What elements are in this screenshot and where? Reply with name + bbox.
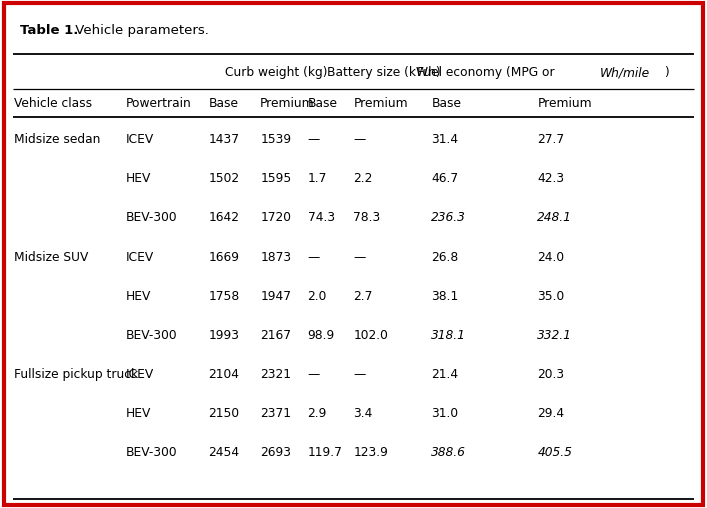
Text: 102.0: 102.0 <box>354 329 388 342</box>
Text: Base: Base <box>308 97 337 110</box>
Text: 29.4: 29.4 <box>537 407 564 420</box>
Text: ICEV: ICEV <box>126 368 154 381</box>
Text: 2.7: 2.7 <box>354 290 373 303</box>
Text: 27.7: 27.7 <box>537 133 564 146</box>
Text: 2.0: 2.0 <box>308 290 327 303</box>
Text: 2104: 2104 <box>209 368 240 381</box>
Text: Premium: Premium <box>537 97 592 110</box>
Text: Fullsize pickup truck: Fullsize pickup truck <box>14 368 139 381</box>
Text: Midsize sedan: Midsize sedan <box>14 133 100 146</box>
Text: 42.3: 42.3 <box>537 172 564 185</box>
Text: 1720: 1720 <box>260 211 291 225</box>
Text: ICEV: ICEV <box>126 250 154 264</box>
Text: BEV-300: BEV-300 <box>126 329 177 342</box>
Text: 1669: 1669 <box>209 250 240 264</box>
Text: HEV: HEV <box>126 407 151 420</box>
Text: 405.5: 405.5 <box>537 446 572 459</box>
Text: Premium: Premium <box>354 97 408 110</box>
Text: —: — <box>308 250 320 264</box>
Text: 1758: 1758 <box>209 290 240 303</box>
Text: Table 1.: Table 1. <box>20 24 78 38</box>
Text: Vehicle parameters.: Vehicle parameters. <box>71 24 209 38</box>
Text: 248.1: 248.1 <box>537 211 572 225</box>
Text: 2.2: 2.2 <box>354 172 373 185</box>
Text: HEV: HEV <box>126 290 151 303</box>
Text: 1595: 1595 <box>260 172 291 185</box>
Text: ICEV: ICEV <box>126 133 154 146</box>
Text: ): ) <box>665 66 669 79</box>
Text: 31.4: 31.4 <box>431 133 458 146</box>
Text: 236.3: 236.3 <box>431 211 466 225</box>
Text: 38.1: 38.1 <box>431 290 459 303</box>
Text: 1502: 1502 <box>209 172 240 185</box>
Text: 46.7: 46.7 <box>431 172 458 185</box>
Text: Base: Base <box>431 97 461 110</box>
Text: HEV: HEV <box>126 172 151 185</box>
Text: 1873: 1873 <box>260 250 291 264</box>
Text: —: — <box>354 368 366 381</box>
Text: 1.7: 1.7 <box>308 172 327 185</box>
Text: Vehicle class: Vehicle class <box>14 97 93 110</box>
Text: 24.0: 24.0 <box>537 250 564 264</box>
Text: Powertrain: Powertrain <box>126 97 192 110</box>
Text: 21.4: 21.4 <box>431 368 458 381</box>
Text: 2693: 2693 <box>260 446 291 459</box>
Text: 2321: 2321 <box>260 368 291 381</box>
Text: 2167: 2167 <box>260 329 291 342</box>
Text: 20.3: 20.3 <box>537 368 564 381</box>
Text: —: — <box>354 133 366 146</box>
Text: 98.9: 98.9 <box>308 329 335 342</box>
Text: 2.9: 2.9 <box>308 407 327 420</box>
Text: BEV-300: BEV-300 <box>126 211 177 225</box>
Text: Base: Base <box>209 97 238 110</box>
Text: —: — <box>308 368 320 381</box>
Text: 332.1: 332.1 <box>537 329 572 342</box>
Text: 388.6: 388.6 <box>431 446 466 459</box>
Text: Midsize SUV: Midsize SUV <box>14 250 88 264</box>
Text: Premium: Premium <box>260 97 315 110</box>
Text: BEV-300: BEV-300 <box>126 446 177 459</box>
Text: —: — <box>308 133 320 146</box>
Text: Fuel economy (MPG or: Fuel economy (MPG or <box>417 66 559 79</box>
Text: 31.0: 31.0 <box>431 407 458 420</box>
Text: 26.8: 26.8 <box>431 250 459 264</box>
Text: 35.0: 35.0 <box>537 290 565 303</box>
Text: 1993: 1993 <box>209 329 240 342</box>
Text: 1642: 1642 <box>209 211 240 225</box>
Text: 2150: 2150 <box>209 407 240 420</box>
Text: 74.3: 74.3 <box>308 211 334 225</box>
Text: —: — <box>354 250 366 264</box>
Text: Curb weight (kg): Curb weight (kg) <box>225 66 327 79</box>
Text: 78.3: 78.3 <box>354 211 381 225</box>
Text: 1947: 1947 <box>260 290 291 303</box>
Text: 2454: 2454 <box>209 446 240 459</box>
Text: 1437: 1437 <box>209 133 240 146</box>
Text: Battery size (kWh): Battery size (kWh) <box>327 66 440 79</box>
Text: Wh/mile: Wh/mile <box>600 66 650 79</box>
Text: 2371: 2371 <box>260 407 291 420</box>
Text: 318.1: 318.1 <box>431 329 466 342</box>
Text: 123.9: 123.9 <box>354 446 388 459</box>
Text: 3.4: 3.4 <box>354 407 373 420</box>
Text: 1539: 1539 <box>260 133 291 146</box>
Text: 119.7: 119.7 <box>308 446 342 459</box>
